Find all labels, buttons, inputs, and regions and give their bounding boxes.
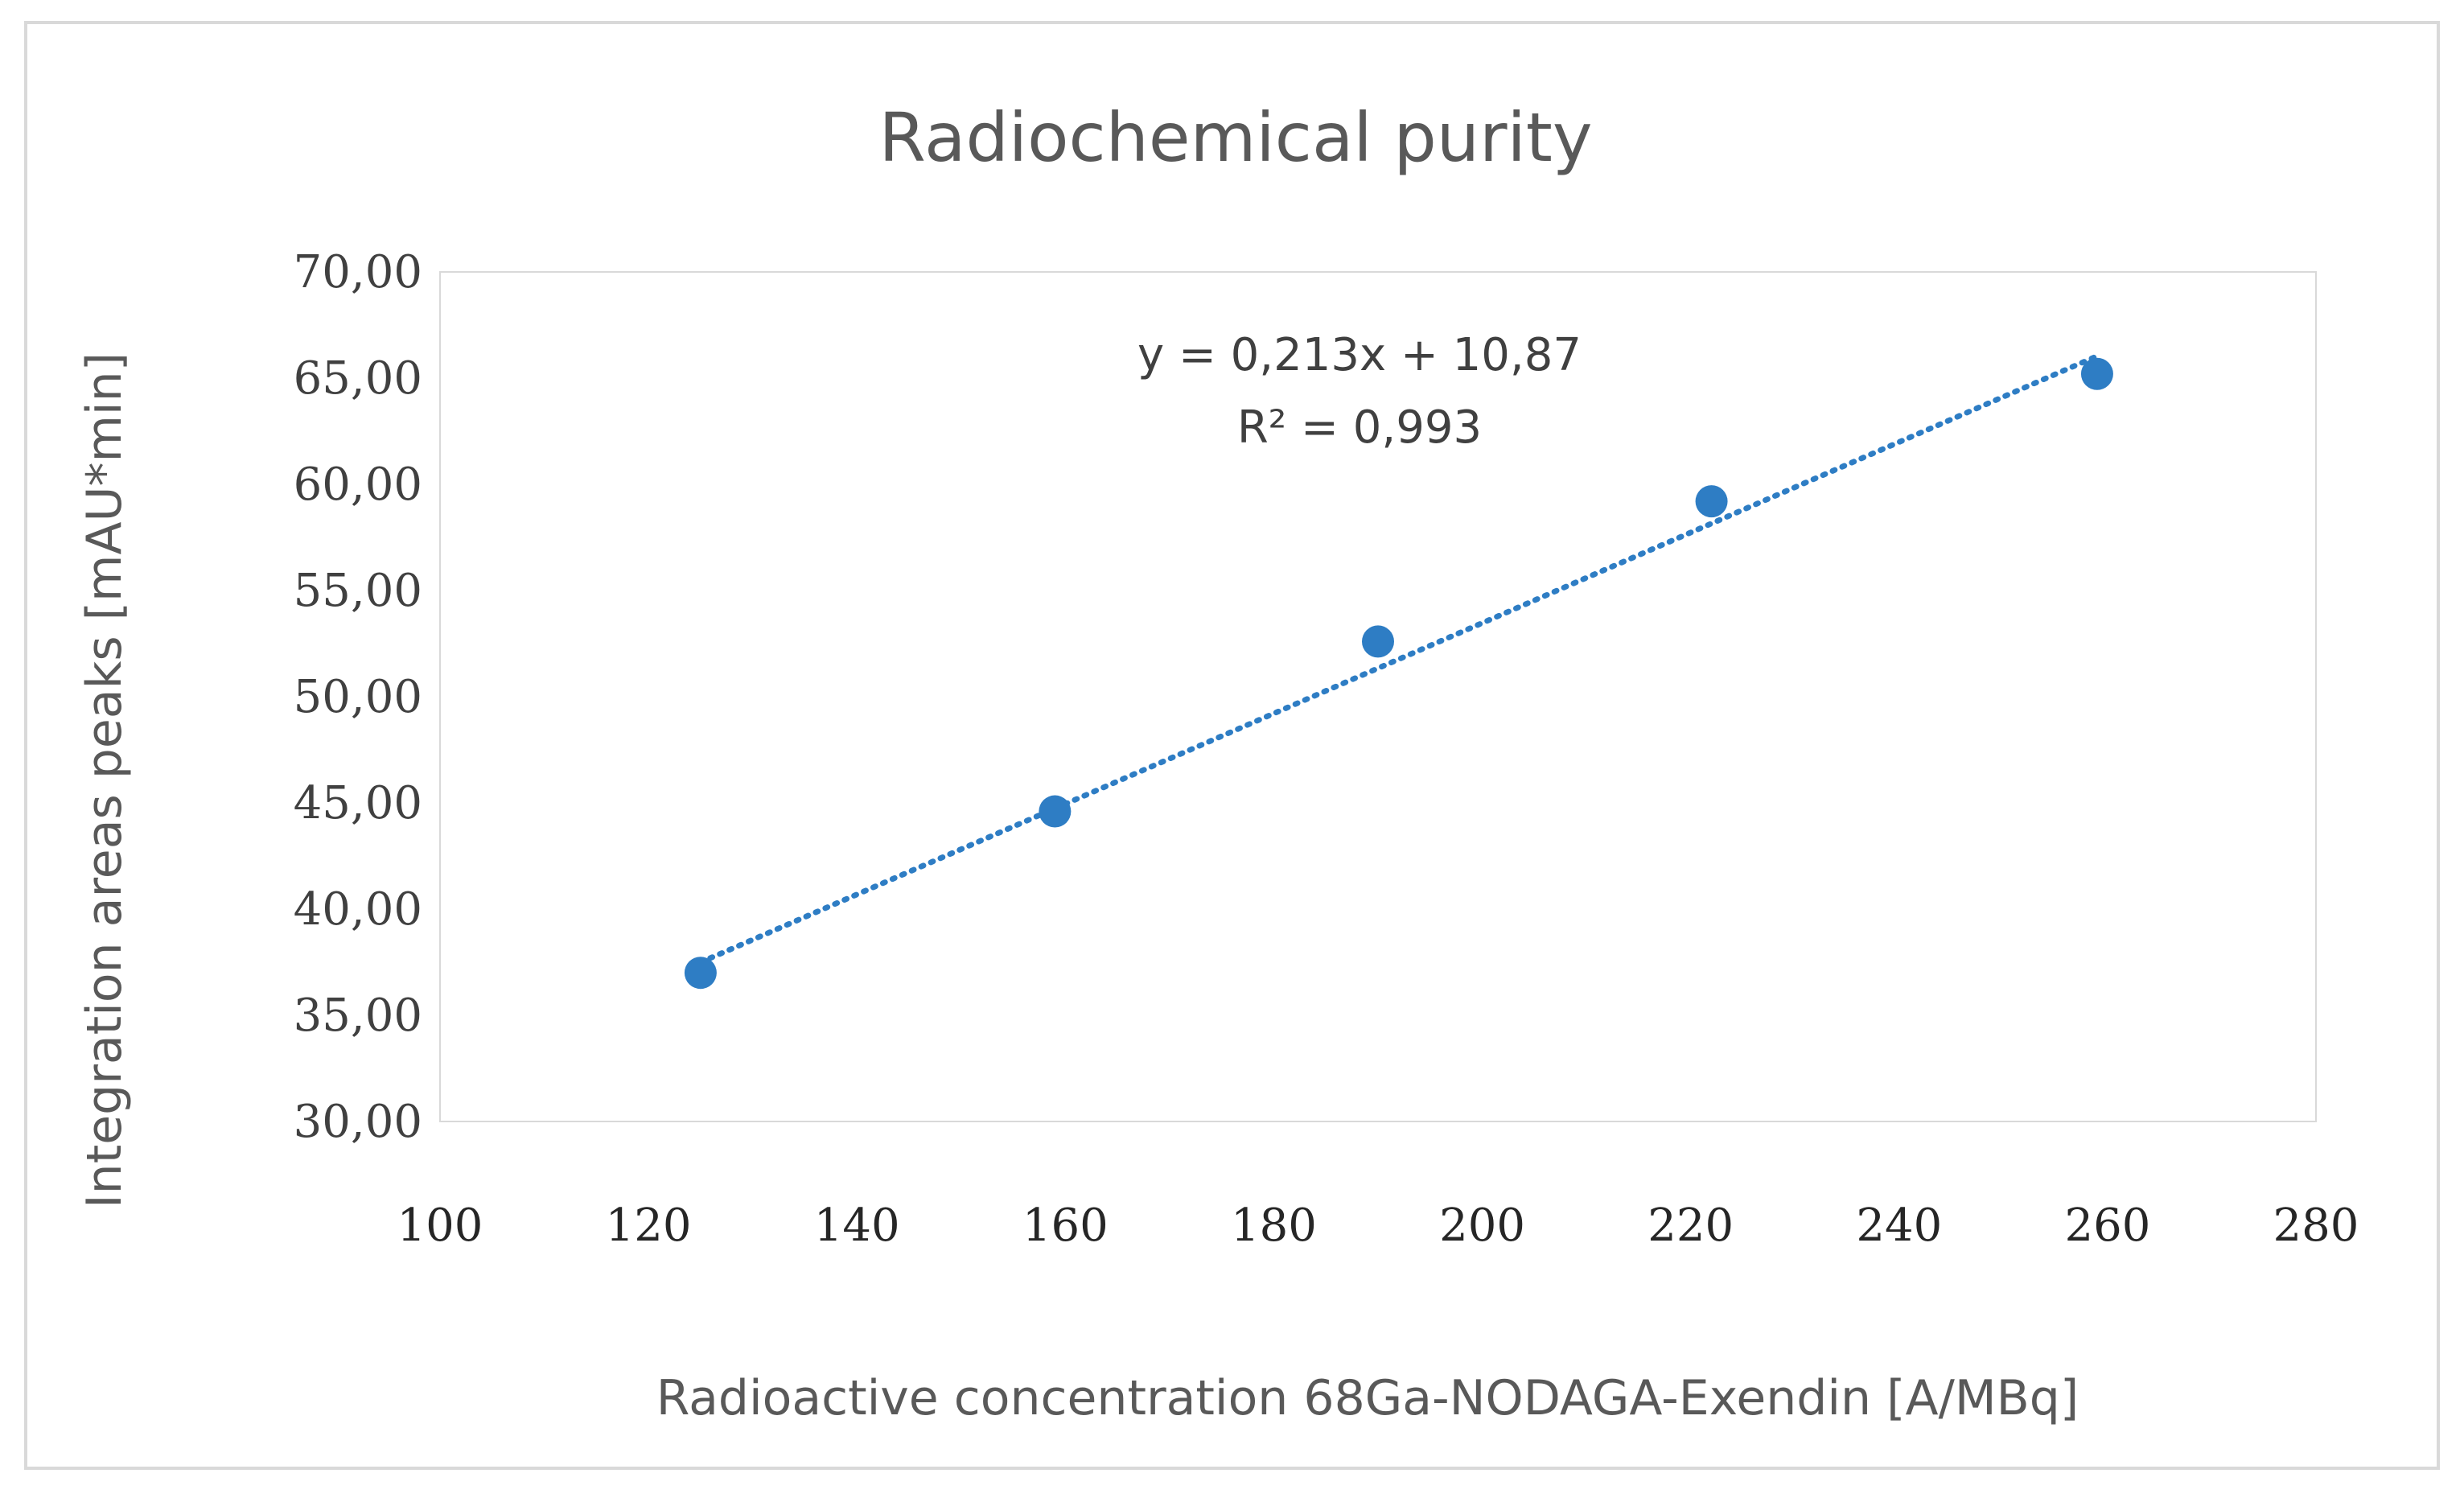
data-point xyxy=(1362,625,1394,658)
y-tick-label: 40,00 xyxy=(294,883,422,936)
y-tick-label: 60,00 xyxy=(294,459,422,511)
x-axis-ticks: 100 120 140 160 180 200 220 240 260 280 xyxy=(397,1200,2359,1252)
data-point xyxy=(1695,485,1728,518)
y-tick-label: 30,00 xyxy=(294,1096,422,1148)
x-tick-label: 160 xyxy=(1022,1200,1109,1252)
data-point xyxy=(684,957,717,990)
data-points xyxy=(684,357,2113,990)
x-tick-label: 280 xyxy=(2273,1200,2359,1252)
x-tick-label: 240 xyxy=(1856,1200,1942,1252)
trendline-equation: y = 0,213x + 10,87 xyxy=(1137,329,1582,381)
y-tick-label: 65,00 xyxy=(294,352,422,405)
y-axis-ticks: 30,00 35,00 40,00 45,00 50,00 55,00 60,00 65,00… xyxy=(294,246,422,1148)
y-tick-label: 35,00 xyxy=(294,990,422,1042)
y-tick-label: 50,00 xyxy=(294,671,422,723)
y-tick-label: 45,00 xyxy=(294,777,422,829)
plot-area xyxy=(439,271,2317,1122)
data-point xyxy=(2080,357,2113,390)
trendline xyxy=(697,353,2100,965)
x-tick-label: 200 xyxy=(1439,1200,1525,1252)
trendline-r-squared: R² = 0,993 xyxy=(1237,401,1482,454)
x-tick-label: 260 xyxy=(2064,1200,2150,1252)
x-tick-label: 180 xyxy=(1231,1200,1317,1252)
x-tick-label: 140 xyxy=(814,1200,900,1252)
data-point xyxy=(1039,795,1072,828)
x-tick-label: 220 xyxy=(1647,1200,1734,1252)
y-tick-label: 55,00 xyxy=(294,565,422,617)
y-axis-title: Integration areas peaks [mAU*min] xyxy=(76,352,133,1208)
x-tick-label: 100 xyxy=(397,1200,483,1252)
y-tick-label: 70,00 xyxy=(294,246,422,298)
x-axis-title: Radioactive concentration 68Ga-NODAGA-Ex… xyxy=(656,1370,2079,1426)
x-tick-label: 120 xyxy=(606,1200,692,1252)
chart-title: Radiochemical purity xyxy=(878,98,1592,177)
